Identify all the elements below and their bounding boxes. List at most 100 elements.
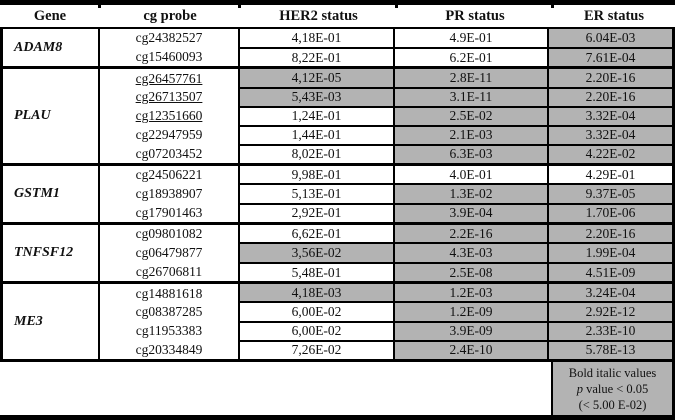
p-value-row: 5,13E-01 1.3E-02 9.37E-05 <box>240 185 672 205</box>
pr-p-value: 4.9E-01 <box>395 29 549 47</box>
pr-p-value: 6.2E-01 <box>395 48 549 67</box>
her2-p-value: 5,13E-01 <box>240 185 395 203</box>
pr-p-value: 6.3E-03 <box>395 145 549 163</box>
column-boundary-tick <box>238 5 241 8</box>
p-value-grid: 4,12E-05 2.8E-11 2.20E-16 5,43E-03 3.1E-… <box>240 69 672 163</box>
er-p-value: 3.24E-04 <box>549 284 672 302</box>
column-header-her2-status: HER2 status <box>279 7 358 24</box>
note-line-3: (< 5.00 E-02) <box>578 397 647 412</box>
p-value-grid: 9,98E-01 4.0E-01 4.29E-01 5,13E-01 1.3E-… <box>240 165 672 223</box>
her2-p-value: 4,18E-01 <box>240 29 395 47</box>
gene-name: TNFSF12 <box>3 225 100 282</box>
probe-id: cg14881618 <box>135 285 203 301</box>
footer-empty-space <box>0 362 551 415</box>
er-p-value: 2.92E-12 <box>549 303 672 321</box>
pr-p-value: 1.3E-02 <box>395 185 549 203</box>
her2-p-value: 5,48E-01 <box>240 263 395 282</box>
her2-p-value: 3,56E-02 <box>240 244 395 262</box>
her2-p-value: 9,98E-01 <box>240 165 395 184</box>
pr-p-value: 2.1E-03 <box>395 126 549 144</box>
probe-id: cg15460093 <box>135 49 203 65</box>
her2-p-value: 8,02E-01 <box>240 145 395 163</box>
column-header-cg-probe: cg probe <box>143 7 197 24</box>
column-boundary-tick <box>395 5 398 8</box>
probe-id: cg24382527 <box>135 30 203 46</box>
er-p-value: 2.20E-16 <box>549 225 672 243</box>
probe-id: cg07203452 <box>135 145 203 161</box>
er-p-value: 5.78E-13 <box>549 341 672 359</box>
note-line-2: p value < 0.05 <box>577 381 649 397</box>
pr-p-value: 2.8E-11 <box>395 69 549 87</box>
probe-id: cg06479877 <box>135 245 203 261</box>
her2-p-value: 1,24E-01 <box>240 107 395 125</box>
gene-group-adam8: ADAM8 cg24382527 cg15460093 4,18E-01 4.9… <box>3 29 672 70</box>
her2-p-value: 6,00E-02 <box>240 322 395 340</box>
pr-p-value: 4.3E-03 <box>395 244 549 262</box>
pr-p-value: 1.2E-03 <box>395 284 549 302</box>
p-value-row: 4,18E-01 4.9E-01 6.04E-03 <box>240 29 672 49</box>
probe-id: cg26457761 <box>135 70 203 86</box>
probe-id: cg26706811 <box>135 263 203 279</box>
column-header-pr-status: PR status <box>445 7 505 24</box>
p-value-row: 8,02E-01 6.3E-03 4.22E-02 <box>240 145 672 163</box>
table-body: ADAM8 cg24382527 cg15460093 4,18E-01 4.9… <box>0 29 675 362</box>
er-p-value: 2.33E-10 <box>549 322 672 340</box>
p-value-row: 4,18E-03 1.2E-03 3.24E-04 <box>240 284 672 304</box>
pr-p-value: 4.0E-01 <box>395 165 549 184</box>
pr-p-value: 2.4E-10 <box>395 341 549 359</box>
table-bottom-border <box>0 415 675 420</box>
probe-id: cg26713507 <box>135 89 203 105</box>
er-p-value: 9.37E-05 <box>549 185 672 203</box>
pr-p-value: 1.2E-09 <box>395 303 549 321</box>
gene-group-gstm1: GSTM1 cg24506221 cg18938907 cg17901463 9… <box>3 165 672 226</box>
column-boundary-tick <box>98 5 101 8</box>
her2-p-value: 1,44E-01 <box>240 126 395 144</box>
pr-p-value: 2.2E-16 <box>395 225 549 243</box>
probe-id: cg22947959 <box>135 126 203 142</box>
p-value-grid: 4,18E-03 1.2E-03 3.24E-04 6,00E-02 1.2E-… <box>240 284 672 359</box>
p-value-row: 5,43E-03 3.1E-11 2.20E-16 <box>240 88 672 108</box>
p-value-row: 3,56E-02 4.3E-03 1.99E-04 <box>240 244 672 264</box>
probe-list: cg26457761 cg26713507 cg12351660 cg22947… <box>100 69 240 163</box>
her2-p-value: 4,12E-05 <box>240 69 395 87</box>
probe-list: cg14881618 cg08387285 cg11953383 cg20334… <box>100 284 240 360</box>
er-p-value: 1.70E-06 <box>549 204 672 223</box>
gene-name: ADAM8 <box>3 29 100 67</box>
table-header-row: Gene cg probe HER2 status PR status ER s… <box>0 5 675 29</box>
gene-group-tnfsf12: TNFSF12 cg09801082 cg06479877 cg26706811… <box>3 225 672 285</box>
probe-list: cg24382527 cg15460093 <box>100 29 240 67</box>
her2-p-value: 2,92E-01 <box>240 204 395 223</box>
her2-p-value: 6,62E-01 <box>240 225 395 243</box>
er-p-value: 6.04E-03 <box>549 29 672 47</box>
p-value-row: 6,62E-01 2.2E-16 2.20E-16 <box>240 225 672 245</box>
p-value-row: 1,24E-01 2.5E-02 3.32E-04 <box>240 107 672 127</box>
er-p-value: 4.22E-02 <box>549 145 672 163</box>
her2-p-value: 6,00E-02 <box>240 303 395 321</box>
er-p-value: 4.51E-09 <box>549 263 672 282</box>
gene-name: GSTM1 <box>3 165 100 223</box>
probe-list: cg24506221 cg18938907 cg17901463 <box>100 165 240 223</box>
table-top-border <box>0 0 675 5</box>
er-p-value: 7.61E-04 <box>549 48 672 67</box>
probe-id: cg09801082 <box>135 226 203 242</box>
her2-p-value: 7,26E-02 <box>240 341 395 359</box>
er-p-value: 4.29E-01 <box>549 165 672 184</box>
her2-p-value: 8,22E-01 <box>240 48 395 67</box>
p-value-row: 2,92E-01 3.9E-04 1.70E-06 <box>240 204 672 223</box>
gene-group-me3: ME3 cg14881618 cg08387285 cg11953383 cg2… <box>3 284 672 360</box>
p-value-row: 9,98E-01 4.0E-01 4.29E-01 <box>240 165 672 186</box>
p-value-grid: 4,18E-01 4.9E-01 6.04E-03 8,22E-01 6.2E-… <box>240 29 672 67</box>
p-value-row: 8,22E-01 6.2E-01 7.61E-04 <box>240 48 672 67</box>
her2-p-value: 5,43E-03 <box>240 88 395 106</box>
p-value-row: 5,48E-01 2.5E-08 4.51E-09 <box>240 263 672 282</box>
gene-name: ME3 <box>3 284 100 360</box>
er-p-value: 3.32E-04 <box>549 107 672 125</box>
er-p-value: 3.32E-04 <box>549 126 672 144</box>
p-value-row: 6,00E-02 1.2E-09 2.92E-12 <box>240 303 672 323</box>
table-footer: Bold italic values p value < 0.05 (< 5.0… <box>0 362 675 415</box>
probe-id: cg11953383 <box>135 322 203 338</box>
p-value-row: 7,26E-02 2.4E-10 5.78E-13 <box>240 341 672 359</box>
column-boundary-tick <box>551 5 554 8</box>
her2-p-value: 4,18E-03 <box>240 284 395 302</box>
